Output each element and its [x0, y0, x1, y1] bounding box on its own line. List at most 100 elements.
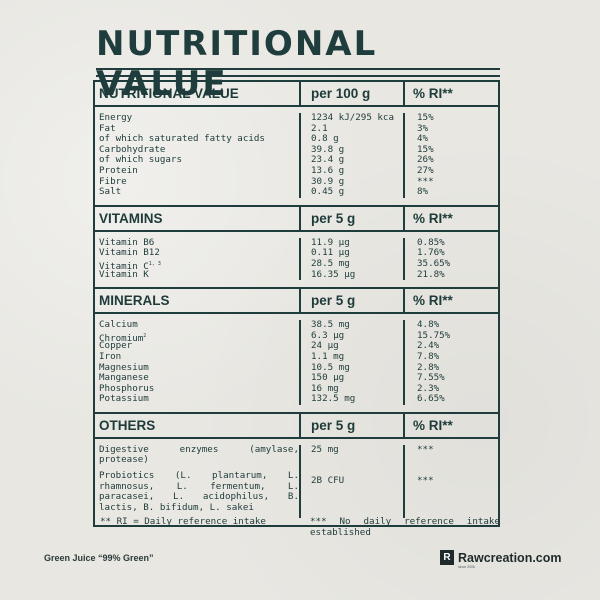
- nutrient-amount: 30.9 g: [311, 175, 345, 187]
- mineral-ri-value: 2.3%: [417, 382, 440, 394]
- nutrient-ri-value: 15%: [417, 112, 434, 123]
- header-amount: per 100 g: [299, 82, 403, 105]
- page-title: NUTRITIONAL VALUE: [96, 24, 378, 104]
- nutrient-name: of which saturated fatty acids: [99, 133, 265, 145]
- footnote-no-ri: *** No daily reference intake establishe…: [310, 516, 500, 538]
- mineral-amount: 24 µg: [311, 340, 339, 352]
- header-ri: % RI**: [403, 206, 498, 230]
- nutrient-ri-value: 3%: [417, 122, 429, 134]
- mineral-name-chromium: Chromium2: [99, 331, 299, 344]
- brand-name: Rawcreation.com: [458, 550, 562, 565]
- mineral-name: Copper: [99, 340, 133, 352]
- header-ri: % RI**: [403, 82, 498, 105]
- header-label: MINERALS: [99, 293, 170, 309]
- other-ri: *** ***: [403, 443, 498, 519]
- nutrient-amounts: 1234 kJ/295 kca 2.1 0.8 g 39.8 g 23.4 g …: [299, 112, 403, 198]
- title-rule-top: [96, 68, 500, 70]
- nutrient-ri-value: 26%: [417, 154, 434, 166]
- mineral-ri-value: 6.65%: [417, 393, 445, 405]
- vitamin-names: Vitamin B6 Vitamin B12 Vitamin C1, 3 Vit…: [95, 236, 299, 280]
- section-header-vitamins: VITAMINS per 5 g % RI**: [95, 204, 498, 232]
- other-ri-value: ***: [417, 443, 434, 455]
- nutrient-name: Fibre: [99, 175, 127, 187]
- footnotes: ** RI = Daily reference intake *** No da…: [100, 516, 500, 538]
- vitamin-ri-value: 1.76%: [417, 247, 445, 259]
- header-ri: % RI**: [403, 289, 498, 313]
- nutrient-amount: 39.8 g: [311, 143, 345, 155]
- brand-since: since 2006: [458, 565, 475, 569]
- vitamin-name: Vitamin B12: [99, 247, 160, 259]
- header-ri: % RI**: [403, 413, 498, 437]
- mineral-amount: 132.5 mg: [311, 393, 356, 405]
- header-label: NUTRITIONAL VALUE: [99, 86, 239, 101]
- nutrient-ri-value: 8%: [417, 186, 429, 198]
- nutrient-ri-value: 27%: [417, 164, 434, 176]
- nutrient-names: Energy Fat of which saturated fatty acid…: [95, 112, 299, 198]
- nutrient-name: of which sugars: [99, 154, 182, 166]
- section-body-others: Digestive enzymes (amylase, protease) Pr…: [95, 439, 498, 526]
- mineral-amount: 150 µg: [311, 372, 345, 384]
- mineral-amount: 16 mg: [311, 382, 339, 394]
- header-amount: per 5 g: [299, 206, 403, 230]
- mineral-amount: 10.5 mg: [311, 361, 350, 373]
- nutrient-name: Protein: [99, 164, 138, 176]
- section-body-minerals: Calcium Chromium2 Copper Iron Magnesium …: [95, 314, 498, 412]
- nutrient-ri: 15% 3% 4% 15% 26% 27% *** 8%: [403, 112, 498, 198]
- header-amount: per 5 g: [299, 289, 403, 313]
- other-amount: 2B CFU: [311, 474, 345, 486]
- vitamin-amount: 16.35 µg: [311, 268, 356, 280]
- vitamin-ri-value: 0.85%: [417, 236, 445, 248]
- mineral-ri: 4.8% 15.75% 2.4% 7.8% 2.8% 7.55% 2.3% 6.…: [403, 320, 498, 405]
- nutrient-amount: 0.8 g: [311, 133, 339, 145]
- mineral-name: Phosphorus: [99, 382, 155, 394]
- brand: R Rawcreation.com since 2006: [440, 550, 562, 569]
- vitamin-name: Vitamin B6: [99, 236, 155, 248]
- nutrient-name: Salt: [99, 186, 122, 198]
- nutrient-amount: 2.1: [311, 122, 328, 134]
- other-amount: 25 mg: [311, 443, 339, 455]
- vitamin-ri-value: 21.8%: [417, 268, 445, 280]
- vitamin-name: Vitamin K: [99, 268, 149, 280]
- vitamin-amount: 0.11 µg: [311, 247, 350, 259]
- nutrition-table: NUTRITIONAL VALUE per 100 g % RI** Energ…: [93, 80, 500, 528]
- mineral-name: Calcium: [99, 319, 138, 331]
- footnote-ri: ** RI = Daily reference intake: [100, 516, 266, 527]
- section-header-minerals: MINERALS per 5 g % RI**: [95, 287, 498, 315]
- table-bottom-rule: [95, 525, 498, 528]
- chromium-label: Chromium: [99, 332, 144, 344]
- mineral-ri-value: 2.4%: [417, 340, 440, 352]
- nutrient-name: Carbohydrate: [99, 143, 166, 155]
- section-header-others: OTHERS per 5 g % RI**: [95, 411, 498, 439]
- header-amount: per 5 g: [299, 413, 403, 437]
- section-body-vitamins: Vitamin B6 Vitamin B12 Vitamin C1, 3 Vit…: [95, 232, 498, 287]
- mineral-ri-value: 7.8%: [417, 350, 440, 362]
- mineral-amount: 38.5 mg: [311, 319, 350, 331]
- other-name: Probiotics (L. plantarum, L. rhamnosus, …: [99, 470, 299, 513]
- mineral-name: Potassium: [99, 393, 149, 405]
- vitamin-ri: 0.85% 1.76% 35.65% 21.8%: [403, 236, 498, 281]
- vitamin-amount: 11.9 µg: [311, 236, 350, 248]
- mineral-amount: 1.1 mg: [311, 350, 345, 362]
- other-ri-value: ***: [417, 474, 434, 486]
- nutrient-ri-value: ***: [417, 175, 434, 187]
- mineral-name: Iron: [99, 350, 122, 362]
- nutrient-amount: 13.6 g: [311, 164, 345, 176]
- other-names: Digestive enzymes (amylase, protease) Pr…: [95, 443, 299, 519]
- mineral-name: Magnesium: [99, 361, 149, 373]
- nutrient-amount: 23.4 g: [311, 154, 345, 166]
- section-body-nutritional: Energy Fat of which saturated fatty acid…: [95, 107, 498, 205]
- vitamin-name-c: Vitamin C1, 3: [99, 259, 299, 272]
- vitamin-c-footnote-mark: 1, 3: [148, 260, 161, 267]
- other-name: Digestive enzymes (amylase, protease): [99, 443, 299, 466]
- title-rule-bottom: [96, 75, 500, 77]
- nutrient-name: Fat: [99, 122, 116, 134]
- vitamin-amount: 28.5 mg: [311, 257, 350, 269]
- mineral-amount: 6.3 µg: [311, 329, 345, 341]
- mineral-name: Manganese: [99, 372, 149, 384]
- mineral-ri-value: 15.75%: [417, 329, 451, 341]
- brand-logo-icon: R: [440, 550, 454, 565]
- nutrient-ri-value: 15%: [417, 143, 434, 155]
- header-label: VITAMINS: [99, 210, 163, 226]
- mineral-names: Calcium Chromium2 Copper Iron Magnesium …: [95, 320, 299, 405]
